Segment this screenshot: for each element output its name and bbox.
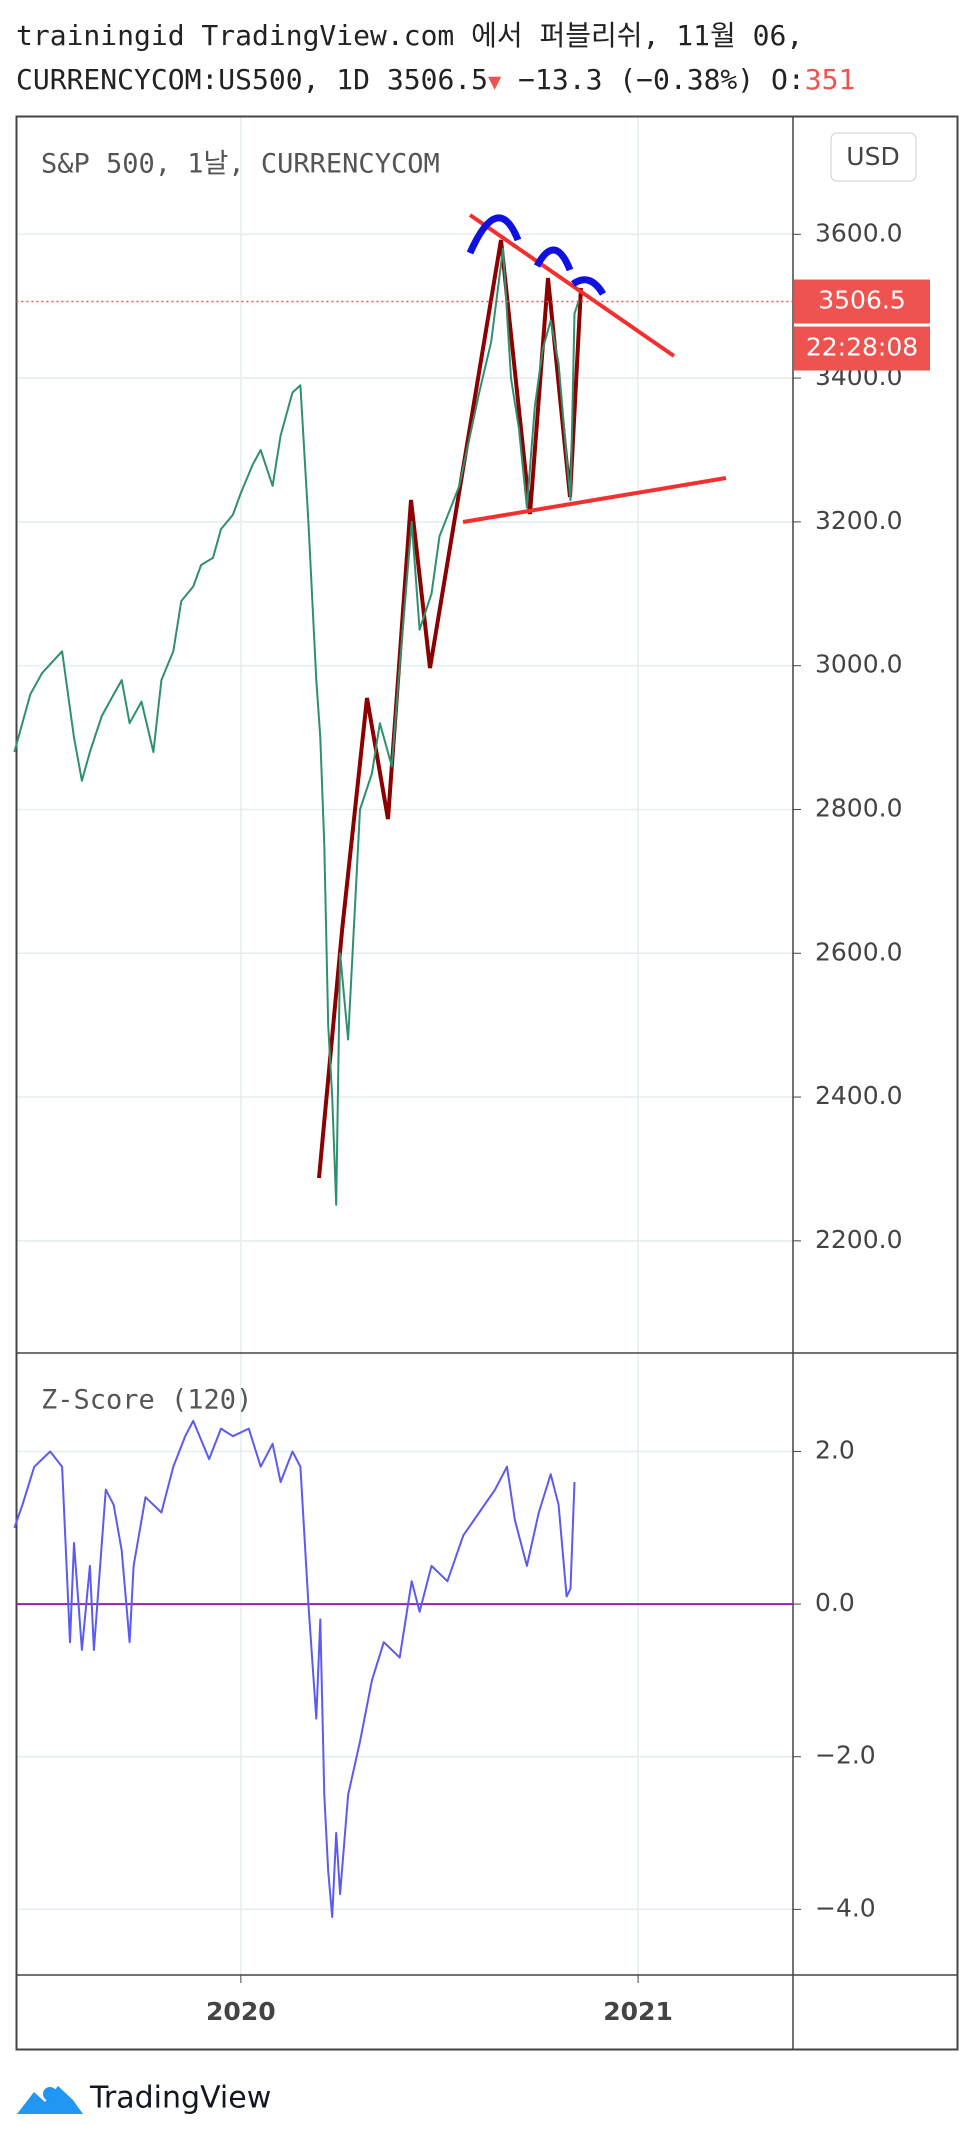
price: 3506.5 xyxy=(386,63,489,96)
frame xyxy=(15,115,959,2051)
y-tick-label: 2200.0 xyxy=(815,1225,902,1254)
arc xyxy=(466,214,522,255)
x-tick-label: 2021 xyxy=(603,1997,673,2026)
y-tick-label: −4.0 xyxy=(815,1893,876,1922)
trendline xyxy=(462,476,727,524)
y-tick-label: 3000.0 xyxy=(815,650,902,679)
y-tick-label: 3200.0 xyxy=(815,506,902,535)
last-price-box xyxy=(794,279,930,324)
y-tick-label: 2600.0 xyxy=(815,937,902,966)
y-tick-label: 3600.0 xyxy=(815,218,902,247)
pane-title: S&P 500, 1날, CURRENCYCOM xyxy=(41,149,440,180)
last-price-label: 3506.5 xyxy=(818,286,905,315)
series-line xyxy=(13,1419,576,1918)
change: −13.3 (−0.38%) xyxy=(518,63,755,96)
grid xyxy=(16,116,793,1975)
y-tick-label: −2.0 xyxy=(815,1741,876,1770)
y-tick-label: 2.0 xyxy=(815,1435,855,1464)
down-arrow: ▼ xyxy=(488,70,502,95)
header-line: CURRENCYCOM:US500, 1D 3506.5▼ −13.3 (−0.… xyxy=(16,58,966,105)
currency[interactable]: USD xyxy=(846,142,899,171)
countdown: 22:28:08 xyxy=(806,333,918,362)
zigzag xyxy=(317,239,583,1179)
drawings xyxy=(317,213,727,1179)
open-value: 351 xyxy=(804,63,856,96)
countdown-box xyxy=(794,326,930,371)
y-tick-label: 2400.0 xyxy=(815,1081,902,1110)
arc xyxy=(533,246,574,272)
logo xyxy=(17,2086,83,2114)
y-tick-label: 2800.0 xyxy=(815,793,902,822)
series-line xyxy=(13,247,580,1206)
trendline xyxy=(468,213,676,358)
arc xyxy=(570,276,607,296)
symbol: CURRENCYCOM:US500, 1D xyxy=(16,63,371,96)
header-line: trainingid TradingView.com 에서 퍼블리쉬, 11월 … xyxy=(16,19,804,52)
currency-box[interactable] xyxy=(830,132,917,182)
y-tick-label: 0.0 xyxy=(815,1588,855,1617)
x-tick-label: 2020 xyxy=(206,1997,276,2026)
open-label: O: xyxy=(771,63,805,96)
header: trainingid TradingView.com 에서 퍼블리쉬, 11월 … xyxy=(16,14,966,105)
pane-title: Z-Score (120) xyxy=(41,1385,252,1416)
brand: TradingView xyxy=(89,2081,271,2116)
